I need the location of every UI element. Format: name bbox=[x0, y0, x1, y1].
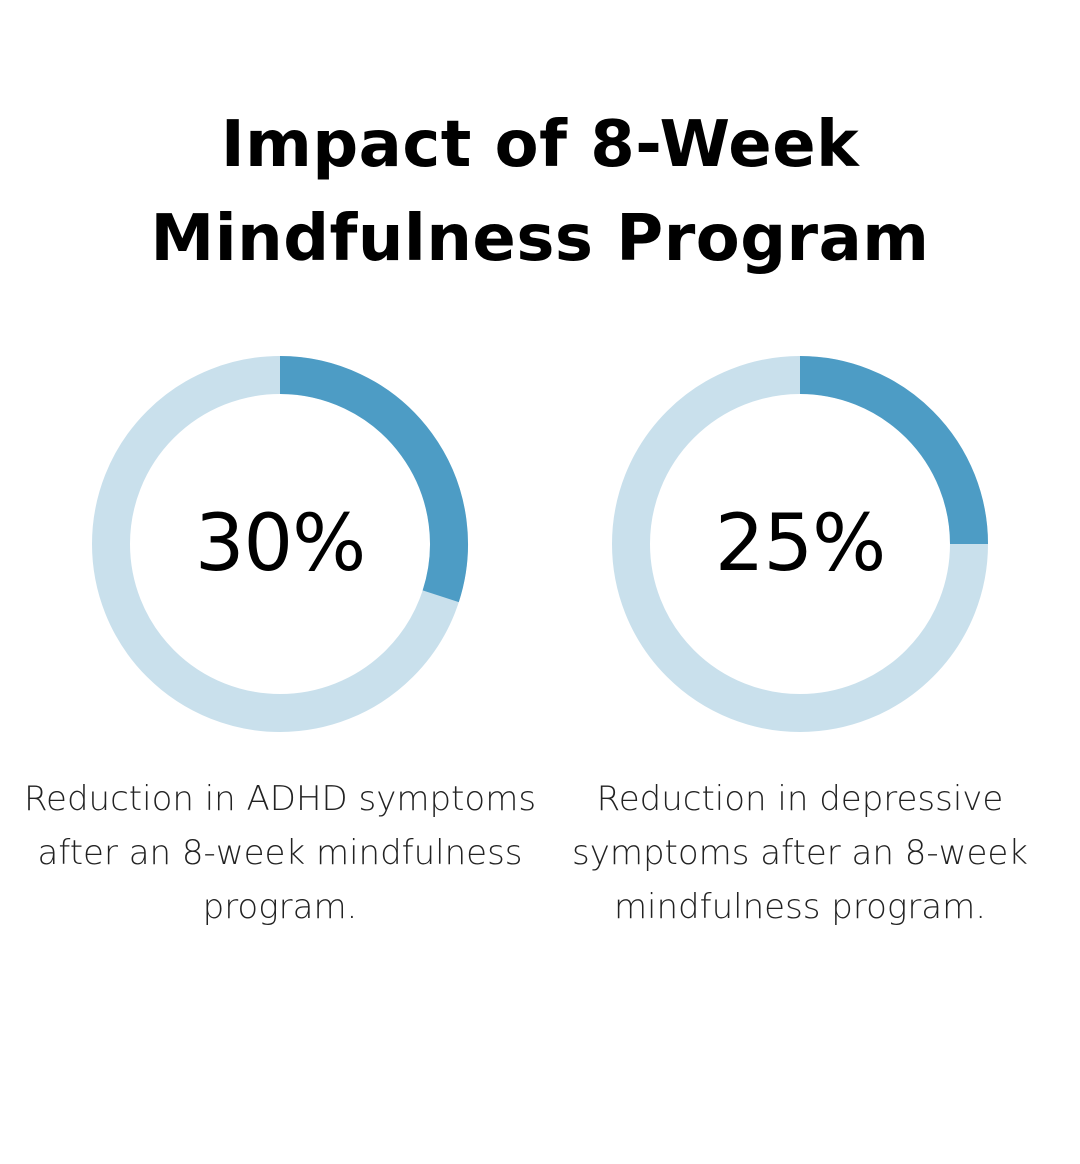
donut-fill-depressive bbox=[799, 356, 988, 545]
donut-svg-adhd bbox=[92, 356, 468, 732]
donut-svg-depressive bbox=[612, 356, 988, 732]
caption-depressive: Reduction in depressive symptoms after a… bbox=[572, 779, 1028, 927]
title-line-1: Impact of 8-Week bbox=[220, 108, 860, 182]
donut-chart-depressive: 25% bbox=[610, 354, 990, 734]
chart-title: Impact of 8-Week Mindfulness Program bbox=[0, 98, 1080, 286]
donut-value-depressive: 25% bbox=[714, 499, 886, 589]
donut-chart-adhd: 30% bbox=[90, 354, 470, 734]
title-line-2: Mindfulness Program bbox=[150, 202, 930, 276]
donut-value-adhd: 30% bbox=[194, 499, 366, 589]
caption-adhd: Reduction in ADHD symptoms after an 8-we… bbox=[23, 779, 537, 927]
donut-fill-adhd bbox=[279, 356, 468, 603]
